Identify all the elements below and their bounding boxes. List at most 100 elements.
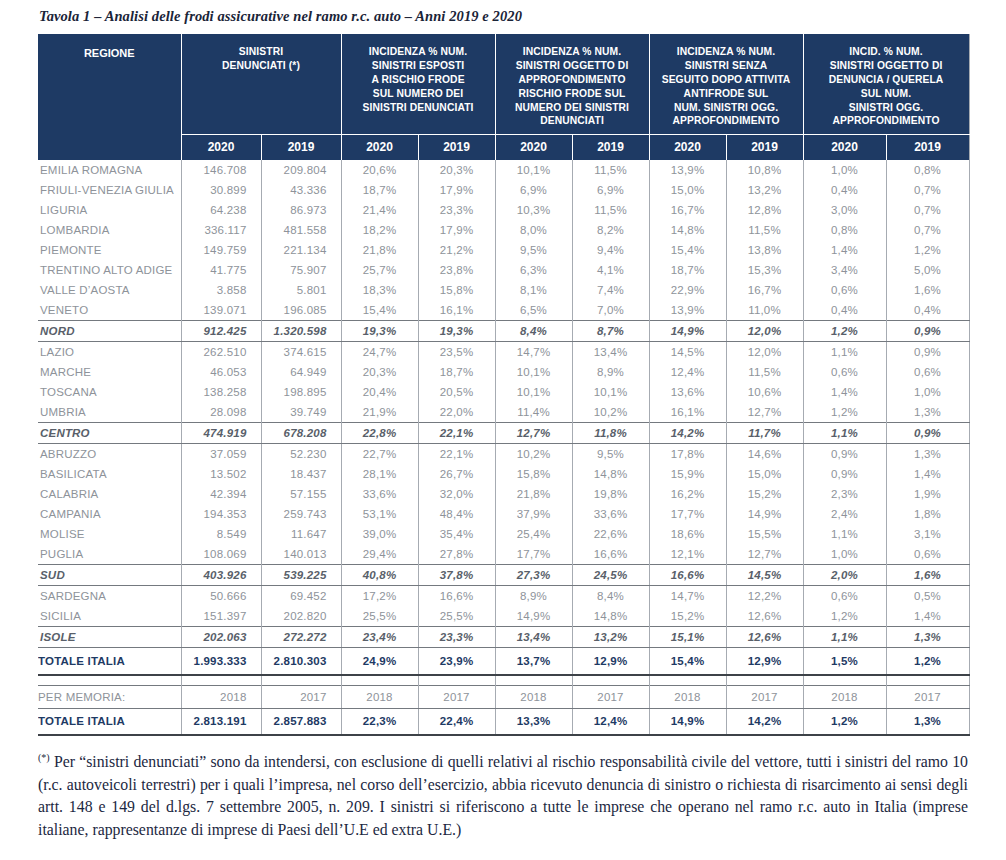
- region-cell: PIEMONTE: [38, 240, 181, 260]
- value-cell: 14,5%: [649, 342, 726, 363]
- spacer-cell: [886, 675, 969, 686]
- table-row: VENETO139.071196.08515,4%16,1%6,5%7,0%13…: [38, 300, 969, 321]
- region-cell: LOMBARDIA: [38, 220, 181, 240]
- value-cell: 15,4%: [649, 240, 726, 260]
- value-cell: 474.919: [181, 423, 261, 444]
- memoria-year-cell: 2018: [181, 686, 261, 709]
- value-cell: 1,3%: [886, 402, 969, 423]
- value-cell: 1,0%: [886, 382, 969, 402]
- value-cell: 20,6%: [341, 160, 418, 180]
- value-cell: 1.320.598: [261, 321, 341, 342]
- value-cell: 13.502: [181, 464, 261, 484]
- value-cell: 22,7%: [341, 444, 418, 465]
- value-cell: 1,1%: [803, 524, 886, 544]
- value-cell: 0,6%: [886, 362, 969, 382]
- value-cell: 11,5%: [572, 160, 649, 180]
- value-cell: 10,1%: [572, 382, 649, 402]
- value-cell: 13,4%: [495, 627, 572, 648]
- value-cell: 13,9%: [649, 160, 726, 180]
- value-cell: 1,2%: [803, 709, 886, 736]
- value-cell: 39.749: [261, 402, 341, 423]
- value-cell: 2,0%: [803, 565, 886, 586]
- table-row: PUGLIA108.069140.01329,4%27,8%17,7%16,6%…: [38, 544, 969, 565]
- table-row: EMILIA ROMAGNA146.708209.80420,6%20,3%10…: [38, 160, 969, 180]
- value-cell: 35,4%: [418, 524, 495, 544]
- value-cell: 15,9%: [649, 464, 726, 484]
- value-cell: 1,4%: [803, 240, 886, 260]
- value-cell: 14,6%: [726, 444, 803, 465]
- value-cell: 42.394: [181, 484, 261, 504]
- value-cell: 8,0%: [495, 220, 572, 240]
- value-cell: 12,1%: [649, 544, 726, 565]
- value-cell: 2.857.883: [261, 709, 341, 736]
- value-cell: 18,7%: [418, 362, 495, 382]
- value-cell: 1,3%: [886, 627, 969, 648]
- value-cell: 3,1%: [886, 524, 969, 544]
- value-cell: 25,5%: [418, 606, 495, 627]
- region-cell: TOSCANA: [38, 382, 181, 402]
- memoria-year-cell: 2017: [261, 686, 341, 709]
- year-header: 2020: [803, 135, 886, 161]
- value-cell: 16,7%: [649, 200, 726, 220]
- value-cell: 14,5%: [726, 565, 803, 586]
- value-cell: 25,5%: [341, 606, 418, 627]
- spacer-cell: [495, 675, 572, 686]
- table-row: TRENTINO ALTO ADIGE41.77575.90725,7%23,8…: [38, 260, 969, 280]
- value-cell: 14,9%: [726, 504, 803, 524]
- table-header: REGIONE SINISTRI DENUNCIATI (*)INCIDENZA…: [38, 34, 969, 160]
- value-cell: 28,1%: [341, 464, 418, 484]
- footnote: (*) Per “sinistri denunciati” sono da in…: [38, 751, 968, 841]
- value-cell: 15,4%: [649, 648, 726, 676]
- per-memoria-label: PER MEMORIA:: [38, 686, 181, 709]
- fraud-analysis-table: REGIONE SINISTRI DENUNCIATI (*)INCIDENZA…: [38, 34, 970, 736]
- region-cell: CALABRIA: [38, 484, 181, 504]
- value-cell: 202.820: [261, 606, 341, 627]
- value-cell: 259.743: [261, 504, 341, 524]
- value-cell: 15,8%: [495, 464, 572, 484]
- value-cell: 20,5%: [418, 382, 495, 402]
- year-header: 2020: [341, 135, 418, 161]
- value-cell: 1,8%: [886, 504, 969, 524]
- value-cell: 209.804: [261, 160, 341, 180]
- value-cell: 11,8%: [572, 423, 649, 444]
- region-cell: ISOLE: [38, 627, 181, 648]
- value-cell: 10,8%: [726, 160, 803, 180]
- value-cell: 18,7%: [341, 180, 418, 200]
- value-cell: 1.993.333: [181, 648, 261, 676]
- year-header: 2019: [418, 135, 495, 161]
- value-cell: 7,4%: [572, 280, 649, 300]
- value-cell: 25,4%: [495, 524, 572, 544]
- value-cell: 21,9%: [341, 402, 418, 423]
- page: Tavola 1 – Analisi delle frodi assicurat…: [0, 0, 1006, 860]
- value-cell: 1,1%: [803, 627, 886, 648]
- year-header: 2020: [495, 135, 572, 161]
- spacer-cell: [261, 675, 341, 686]
- value-cell: 1,2%: [803, 606, 886, 627]
- value-cell: 13,2%: [726, 180, 803, 200]
- value-cell: 23,9%: [418, 648, 495, 676]
- value-cell: 22,9%: [649, 280, 726, 300]
- value-cell: 15,0%: [649, 180, 726, 200]
- year-header: 2020: [181, 135, 261, 161]
- value-cell: 33,6%: [341, 484, 418, 504]
- value-cell: 22,4%: [418, 709, 495, 736]
- value-cell: 0,6%: [803, 586, 886, 607]
- value-cell: 2,3%: [803, 484, 886, 504]
- value-cell: 15,5%: [726, 524, 803, 544]
- value-cell: 22,3%: [341, 709, 418, 736]
- value-cell: 12,2%: [726, 586, 803, 607]
- value-cell: 26,7%: [418, 464, 495, 484]
- spacer-cell: [803, 675, 886, 686]
- value-cell: 481.558: [261, 220, 341, 240]
- value-cell: 0,7%: [886, 220, 969, 240]
- value-cell: 23,3%: [418, 627, 495, 648]
- value-cell: 11,4%: [495, 402, 572, 423]
- memoria-year-cell: 2017: [572, 686, 649, 709]
- value-cell: 8,9%: [495, 586, 572, 607]
- value-cell: 10,2%: [495, 444, 572, 465]
- value-cell: 23,4%: [341, 627, 418, 648]
- value-cell: 12,7%: [495, 423, 572, 444]
- region-cell: NORD: [38, 321, 181, 342]
- value-cell: 8.549: [181, 524, 261, 544]
- value-cell: 19,3%: [418, 321, 495, 342]
